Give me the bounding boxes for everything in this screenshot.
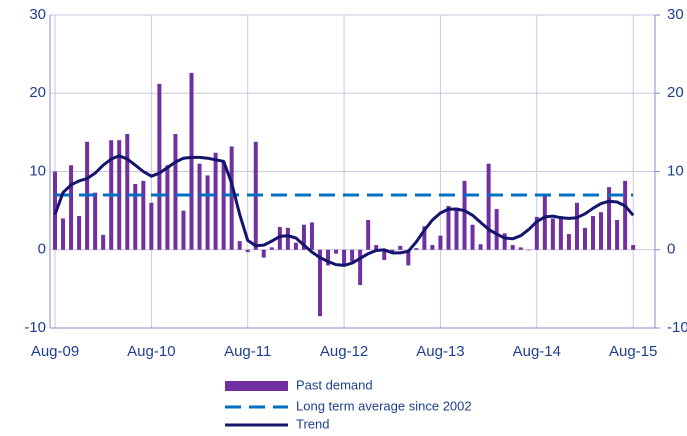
x-tick-label: Aug-14 [513,343,561,360]
y2-tick-label: -10 [667,319,687,336]
bar [157,83,162,250]
bar [117,140,122,250]
bar [141,180,146,250]
bar [309,222,314,250]
bar [189,72,194,250]
bar [534,216,539,250]
y2-tick-label: 30 [667,6,684,23]
bar [197,163,202,250]
bar [301,224,306,250]
bar [406,249,411,266]
bar [77,216,82,250]
bar [237,241,242,250]
bar [550,218,555,250]
bar [462,180,467,250]
bar [334,249,339,254]
bar [173,133,178,250]
bar [502,233,507,250]
bar [470,224,475,250]
bar [558,216,563,250]
bar [374,245,379,250]
bar [542,194,547,250]
bar [285,227,290,250]
bar [269,247,274,250]
legend-label: Long term average since 2002 [296,398,472,413]
bar [422,226,427,250]
bar [317,249,322,317]
bar [607,187,612,250]
y2-tick-label: 0 [667,241,675,258]
bar [486,163,491,250]
bar [518,247,523,250]
x-tick-label: Aug-10 [127,343,175,360]
bar [582,227,587,250]
bar [69,165,74,250]
bar [221,161,226,250]
bar [591,216,596,250]
y-tick-label: 30 [29,6,46,23]
bar [101,234,106,250]
x-tick-label: Aug-09 [31,343,79,360]
bar [342,249,347,266]
bar [205,175,210,250]
bar [623,180,628,250]
y2-tick-label: 10 [667,162,684,179]
bar [358,249,363,285]
bar [350,249,355,262]
bar [229,146,234,250]
bar [478,244,483,250]
trend-line [53,154,635,267]
bar [446,205,451,250]
x-tick-label: Aug-11 [224,343,271,360]
bar [149,202,154,250]
bar [213,152,218,250]
bar [133,184,138,250]
bar [430,245,435,250]
y2-tick-label: 20 [667,84,684,101]
bar [599,212,604,250]
bar [125,133,130,250]
bar [326,249,331,266]
legend-label: Trend [296,416,329,431]
bar [454,207,459,250]
y-tick-label: -10 [24,319,46,336]
bar [631,245,636,250]
bar [245,249,250,253]
bar [93,192,98,250]
y-tick-label: 10 [29,162,46,179]
y-tick-label: 20 [29,84,46,101]
bar [526,249,531,251]
legend-swatch [225,381,288,391]
bar [494,209,499,250]
bar [398,245,403,250]
x-tick-label: Aug-15 [609,343,657,360]
bar [261,249,266,258]
bar [277,227,282,250]
x-tick-label: Aug-12 [320,343,368,360]
legend-label: Past demand [296,377,373,392]
bar [574,202,579,250]
bar [165,165,170,250]
y-tick-label: 0 [38,241,46,258]
bar [566,234,571,250]
bar [61,218,66,250]
bar [382,249,387,260]
bar [438,235,443,250]
bar [414,248,419,250]
bar [181,210,186,250]
bar [615,220,620,250]
bar [510,245,515,250]
x-tick-label: Aug-13 [416,343,464,360]
bar [293,242,298,250]
bar [366,220,371,250]
